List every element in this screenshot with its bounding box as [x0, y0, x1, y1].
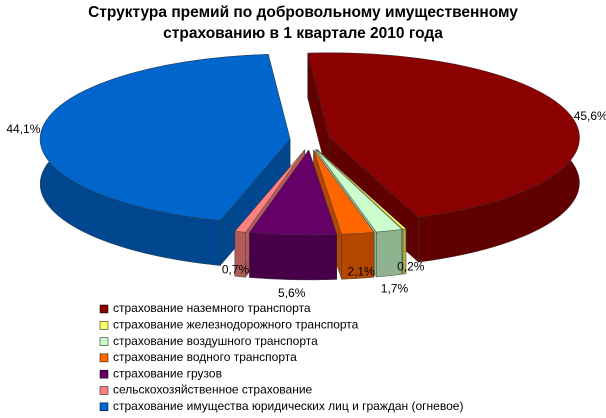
slice [234, 149, 305, 233]
slice [313, 149, 375, 235]
data-label: 45,6% [574, 109, 606, 123]
legend-label: страхование воздушного транспорта [113, 334, 318, 348]
legend-label: страхование наземного транспорта [113, 301, 311, 315]
legend-marker [99, 386, 109, 395]
slice [315, 149, 403, 233]
legend-marker [99, 321, 109, 330]
data-label: 0,7% [222, 263, 250, 277]
legend-label: страхование водного транспорта [113, 350, 297, 364]
data-label: 2,1% [347, 265, 375, 279]
legend-marker [99, 402, 109, 412]
data-label: 44,1% [6, 122, 40, 136]
legend-marker [99, 337, 109, 346]
chart-title: Структура премий по добровольному имущес… [88, 4, 518, 42]
data-label: 1,7% [381, 282, 409, 296]
slice [39, 54, 291, 221]
slice-side [249, 232, 337, 281]
legend-label: страхование железнодорожного транспорта [113, 317, 359, 331]
legend-label: страхование грузов [113, 366, 222, 380]
data-label: 0,2% [397, 260, 425, 274]
legend-marker [99, 353, 109, 363]
legend-label: сельскохозяйственное страхование [113, 383, 313, 397]
slice [249, 149, 338, 236]
slice [316, 149, 407, 230]
legend-label: страхование имущества юридических лиц и … [113, 399, 463, 413]
data-label: 5,6% [278, 286, 306, 300]
slice [307, 52, 580, 218]
legend-marker [99, 369, 109, 379]
legend-marker [99, 304, 109, 314]
